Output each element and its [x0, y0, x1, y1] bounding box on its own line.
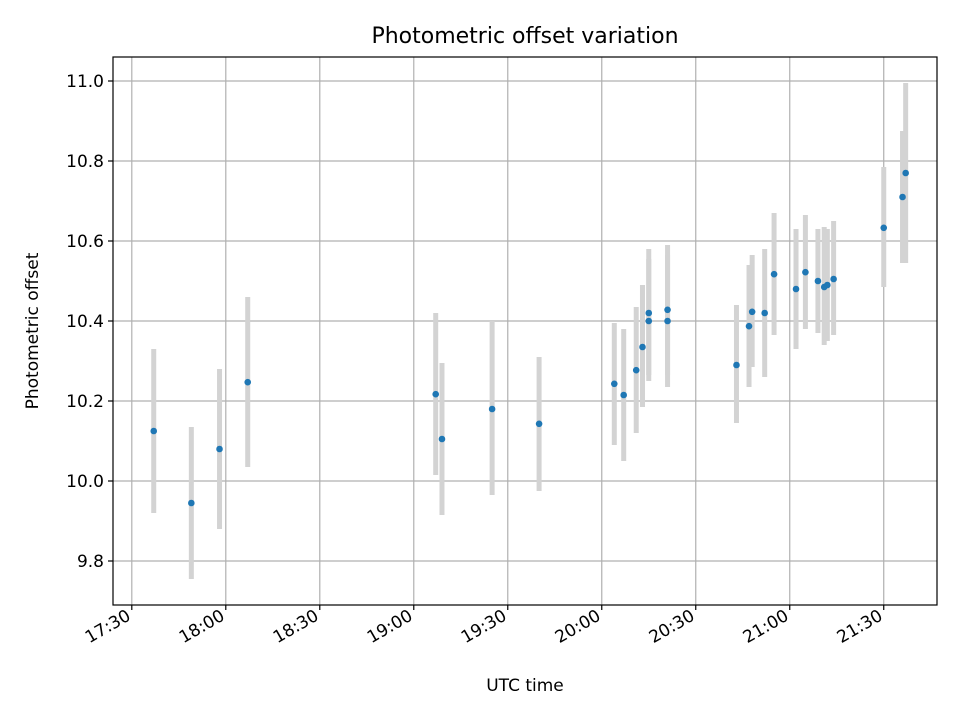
data-points — [150, 169, 909, 507]
y-tick-label: 10.4 — [66, 312, 104, 332]
data-point — [824, 281, 831, 289]
x-axis-label: UTC time — [486, 676, 564, 696]
data-point — [770, 270, 778, 278]
data-point — [438, 435, 446, 443]
y-tick-label: 10.2 — [66, 392, 104, 412]
data-point — [802, 268, 809, 276]
data-point — [733, 361, 740, 369]
y-tick-label: 9.8 — [77, 552, 104, 572]
data-point — [244, 378, 252, 386]
data-point — [645, 309, 653, 317]
data-point — [792, 285, 800, 293]
data-point — [745, 322, 753, 330]
y-axis: 9.8 10.0 10.2 10.4 10.6 10.8 11.0 — [66, 72, 113, 572]
data-point — [432, 390, 440, 398]
data-point — [899, 193, 906, 201]
data-point — [639, 343, 646, 351]
data-point — [535, 420, 543, 428]
data-point — [188, 499, 195, 507]
y-tick-label: 10.0 — [66, 472, 104, 492]
data-point — [632, 366, 640, 374]
y-tick-label: 11.0 — [66, 72, 104, 92]
data-point — [902, 169, 909, 177]
data-point — [610, 380, 618, 388]
data-point — [620, 391, 627, 399]
data-point — [664, 306, 671, 314]
data-point — [664, 317, 671, 325]
y-axis-label: Photometric offset — [23, 252, 43, 409]
data-point — [645, 317, 653, 325]
data-point — [488, 405, 496, 413]
plot-frame — [112, 56, 938, 606]
data-point — [216, 445, 223, 453]
data-point — [748, 308, 756, 316]
data-point — [880, 224, 888, 232]
data-point — [150, 427, 158, 435]
grid — [113, 57, 937, 605]
data-point — [814, 277, 822, 285]
data-point — [761, 309, 768, 317]
data-point — [830, 275, 837, 283]
y-tick-label: 10.6 — [66, 232, 104, 252]
y-tick-label: 10.8 — [66, 152, 104, 172]
chart-title: Photometric offset variation — [371, 24, 678, 49]
